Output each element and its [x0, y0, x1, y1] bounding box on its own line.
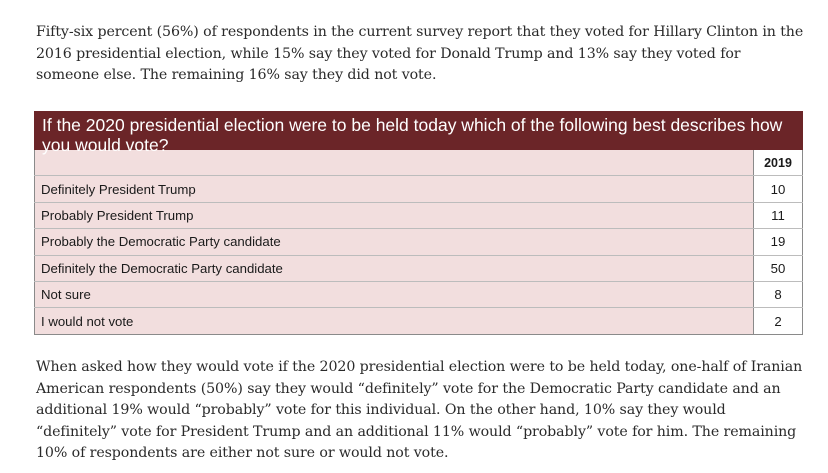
row-label: Definitely President Trump — [34, 175, 754, 203]
table-row: Not sure 8 — [34, 281, 803, 309]
table-row: Definitely President Trump 10 — [34, 175, 803, 203]
intro-paragraph: Fifty-six percent (56%) of respondents i… — [36, 24, 804, 84]
table-row: Definitely the Democratic Party candidat… — [34, 255, 803, 282]
row-value: 11 — [753, 202, 803, 230]
row-value: 2 — [753, 307, 803, 335]
results-table: 2019 Definitely President Trump 10 Proba… — [34, 150, 803, 335]
row-label: Probably President Trump — [34, 202, 754, 230]
row-label: I would not vote — [34, 307, 754, 335]
year-header: 2019 — [753, 150, 803, 177]
table-header-row: 2019 — [34, 150, 803, 177]
row-value: 8 — [753, 281, 803, 309]
table-row: Probably the Democratic Party candidate … — [34, 228, 803, 256]
outro-paragraph: When asked how they would vote if the 20… — [36, 359, 803, 462]
header-blank-cell — [34, 150, 754, 177]
row-value: 10 — [753, 175, 803, 203]
table-row: I would not vote 2 — [34, 307, 803, 335]
row-label: Not sure — [34, 281, 754, 309]
row-label: Probably the Democratic Party candidate — [34, 228, 754, 256]
table-title: If the 2020 presidential election were t… — [34, 111, 803, 154]
row-label: Definitely the Democratic Party candidat… — [34, 255, 754, 282]
row-value: 50 — [753, 255, 803, 282]
row-value: 19 — [753, 228, 803, 256]
survey-table: If the 2020 presidential election were t… — [34, 111, 803, 335]
table-row: Probably President Trump 11 — [34, 202, 803, 230]
